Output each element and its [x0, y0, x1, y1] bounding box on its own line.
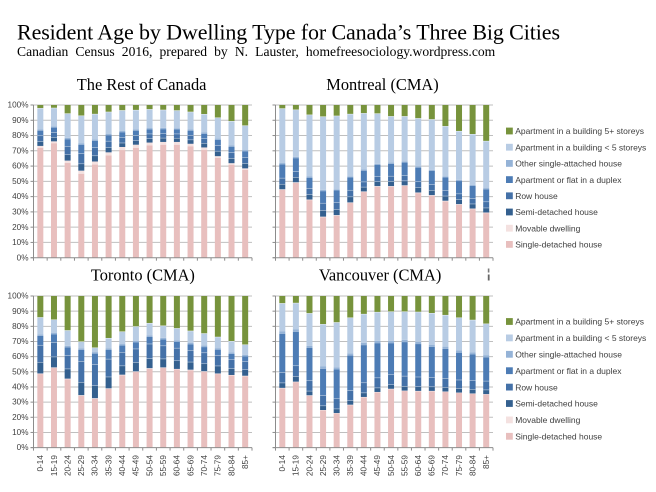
- svg-text:50%: 50%: [12, 177, 28, 186]
- svg-text:80%: 80%: [12, 131, 28, 140]
- svg-text:55-59: 55-59: [159, 455, 168, 476]
- svg-text:55-59: 55-59: [400, 455, 409, 476]
- svg-text:80%: 80%: [12, 322, 28, 331]
- svg-text:25-29: 25-29: [319, 455, 328, 476]
- svg-text:35-39: 35-39: [104, 455, 113, 476]
- svg-text:30%: 30%: [12, 207, 28, 216]
- svg-text:Apartment in a building < 5 st: Apartment in a building < 5 storeys: [515, 142, 646, 152]
- svg-text:20-24: 20-24: [305, 455, 314, 476]
- svg-text:Apartment in a building 5+ sto: Apartment in a building 5+ storeys: [515, 126, 644, 136]
- svg-text:Semi-detached house: Semi-detached house: [515, 399, 598, 409]
- svg-text:70-74: 70-74: [200, 455, 209, 476]
- svg-text:Row house: Row house: [515, 191, 558, 201]
- svg-text:0-14: 0-14: [36, 455, 45, 472]
- svg-text:Movable dwelling: Movable dwelling: [515, 223, 580, 233]
- svg-text:Apartment or flat in a duplex: Apartment or flat in a duplex: [515, 175, 622, 185]
- svg-text:60-64: 60-64: [414, 455, 423, 476]
- svg-text:50-54: 50-54: [145, 455, 154, 476]
- svg-text:85+: 85+: [482, 455, 491, 469]
- svg-text:90%: 90%: [12, 307, 28, 316]
- svg-text:15-19: 15-19: [292, 455, 301, 476]
- svg-text:0%: 0%: [17, 443, 29, 452]
- svg-text:The Rest of Canada: The Rest of Canada: [77, 75, 207, 94]
- svg-text:Resident Age by Dwelling Type: Resident Age by Dwelling Type for Canada…: [17, 19, 560, 44]
- svg-text:Semi-detached house: Semi-detached house: [515, 207, 598, 217]
- svg-text:35-39: 35-39: [346, 455, 355, 476]
- svg-text:20%: 20%: [12, 223, 28, 232]
- svg-text:Other single-attached house: Other single-attached house: [515, 350, 622, 360]
- svg-text:30-34: 30-34: [332, 455, 341, 476]
- svg-text:30%: 30%: [12, 398, 28, 407]
- svg-text:Single-detached house: Single-detached house: [515, 240, 602, 250]
- svg-text:40-44: 40-44: [118, 455, 127, 476]
- svg-text:30-34: 30-34: [91, 455, 100, 476]
- svg-text:100%: 100%: [8, 101, 29, 110]
- svg-text:60%: 60%: [12, 352, 28, 361]
- svg-text:40%: 40%: [12, 383, 28, 392]
- svg-text:60%: 60%: [12, 162, 28, 171]
- svg-text:65-69: 65-69: [186, 455, 195, 476]
- svg-text:Single-detached house: Single-detached house: [515, 432, 602, 442]
- svg-text:90%: 90%: [12, 116, 28, 125]
- svg-text:Vancouver (CMA): Vancouver (CMA): [319, 265, 441, 284]
- svg-text:80-84: 80-84: [227, 455, 236, 476]
- svg-text:25-29: 25-29: [77, 455, 86, 476]
- svg-text:50-54: 50-54: [387, 455, 396, 476]
- svg-text:70%: 70%: [12, 146, 28, 155]
- svg-text:0-14: 0-14: [278, 455, 287, 472]
- svg-text:Other single-attached house: Other single-attached house: [515, 159, 622, 169]
- svg-text:Apartment in a building < 5 st: Apartment in a building < 5 storeys: [515, 333, 646, 343]
- svg-text:Canadian Census 2016, prepared: Canadian Census 2016, prepared by N. Lau…: [17, 44, 496, 59]
- svg-text:Montreal (CMA): Montreal (CMA): [326, 75, 438, 94]
- svg-text:70-74: 70-74: [441, 455, 450, 476]
- svg-text:20-24: 20-24: [63, 455, 72, 476]
- svg-text:15-19: 15-19: [50, 455, 59, 476]
- svg-text:80-84: 80-84: [468, 455, 477, 476]
- svg-text:75-79: 75-79: [455, 455, 464, 476]
- svg-text:60-64: 60-64: [173, 455, 182, 476]
- svg-text:85+: 85+: [241, 455, 250, 469]
- svg-text:70%: 70%: [12, 337, 28, 346]
- svg-text:10%: 10%: [12, 428, 28, 437]
- svg-text:45-49: 45-49: [373, 455, 382, 476]
- svg-text:Apartment in a building 5+ sto: Apartment in a building 5+ storeys: [515, 317, 644, 327]
- svg-text:20%: 20%: [12, 413, 28, 422]
- svg-text:75-79: 75-79: [214, 455, 223, 476]
- svg-text:100%: 100%: [8, 292, 29, 301]
- svg-text:Apartment or flat in a duplex: Apartment or flat in a duplex: [515, 366, 622, 376]
- svg-text:0%: 0%: [17, 253, 29, 262]
- svg-text:Movable dwelling: Movable dwelling: [515, 415, 580, 425]
- svg-text:Toronto (CMA): Toronto (CMA): [91, 265, 195, 284]
- svg-text:40-44: 40-44: [360, 455, 369, 476]
- svg-text:Row house: Row house: [515, 382, 558, 392]
- svg-text:45-49: 45-49: [132, 455, 141, 476]
- svg-text:40%: 40%: [12, 192, 28, 201]
- svg-text:65-69: 65-69: [428, 455, 437, 476]
- svg-text:50%: 50%: [12, 367, 28, 376]
- svg-text:10%: 10%: [12, 238, 28, 247]
